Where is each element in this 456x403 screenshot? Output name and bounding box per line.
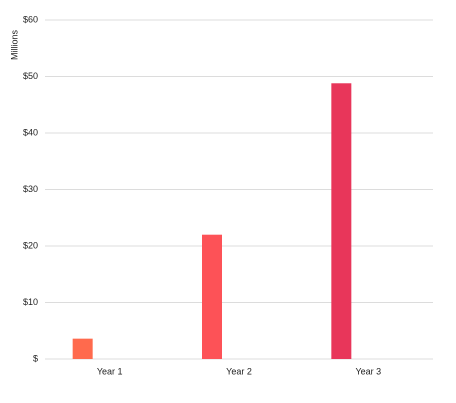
- y-tick-label: $20: [23, 240, 38, 250]
- x-tick-label: Year 1: [97, 366, 123, 376]
- x-tick-label: Year 3: [355, 366, 381, 376]
- y-tick-label: $30: [23, 184, 38, 194]
- x-tick-label: Year 2: [226, 366, 252, 376]
- bar: [331, 83, 352, 359]
- y-axis-label: Millions: [9, 30, 19, 61]
- y-tick-label: $60: [23, 14, 38, 24]
- y-tick-label: $10: [23, 297, 38, 307]
- y-tick-label: $: [33, 353, 38, 363]
- bar: [72, 338, 93, 359]
- y-tick-label: $50: [23, 71, 38, 81]
- bar: [202, 234, 222, 359]
- y-tick-label: $40: [23, 127, 38, 137]
